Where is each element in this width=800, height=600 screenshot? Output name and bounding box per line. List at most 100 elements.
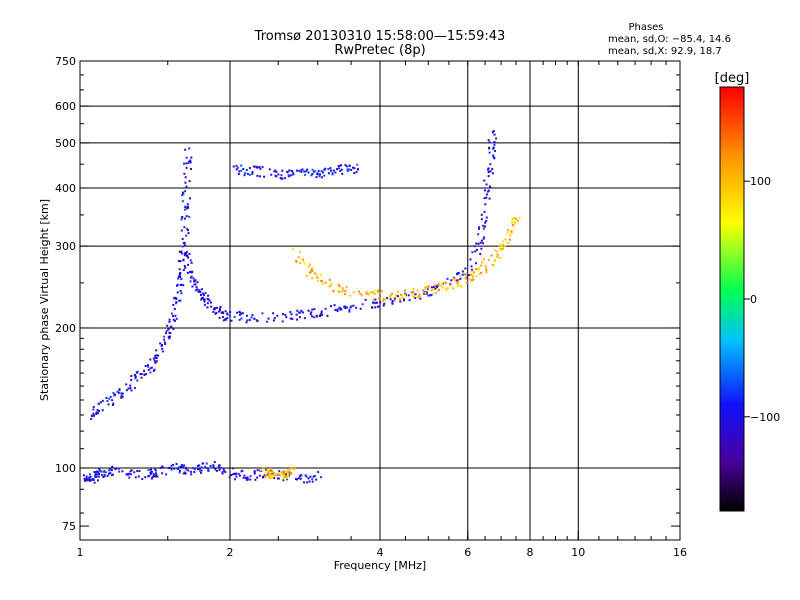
- scatter-point: [256, 469, 259, 472]
- scatter-point: [350, 168, 353, 171]
- scatter-point: [190, 261, 193, 264]
- y-tick-label: 100: [55, 462, 76, 475]
- scatter-point: [253, 472, 256, 475]
- scatter-point: [374, 289, 377, 292]
- scatter-point: [101, 399, 104, 402]
- scatter-point: [501, 243, 504, 246]
- scatter-point: [480, 218, 483, 221]
- scatter-point: [213, 461, 216, 464]
- scatter-point: [296, 318, 299, 321]
- scatter-point: [342, 289, 345, 292]
- scatter-point: [172, 328, 175, 331]
- scatter-point: [480, 261, 483, 264]
- scatter-point: [281, 177, 284, 180]
- axes: 1 2 4 6 8 10 16 75 100 200 300 400 500 600 750: [55, 55, 687, 559]
- scatter-point: [372, 298, 375, 301]
- scatter-point: [154, 467, 157, 470]
- scatter-point: [219, 466, 222, 469]
- scatter-point: [110, 474, 113, 477]
- scatter-point: [215, 469, 218, 472]
- scatter-point: [470, 265, 473, 268]
- scatter-point: [399, 300, 402, 303]
- scatter-point: [402, 298, 405, 301]
- scatter-point: [288, 472, 291, 475]
- scatter-point: [313, 475, 316, 478]
- x-tick-label: 10: [571, 546, 585, 559]
- scatter-point: [111, 473, 114, 476]
- scatter-point: [207, 298, 210, 301]
- scatter-point: [181, 237, 184, 240]
- scatter-point: [493, 258, 496, 261]
- scatter-point: [206, 306, 209, 309]
- scatter-point: [279, 176, 282, 179]
- scatter-point: [294, 478, 297, 481]
- scatter-point: [357, 290, 360, 293]
- scatter-point: [316, 276, 319, 279]
- scatter-point: [513, 220, 516, 223]
- scatter-point: [345, 306, 348, 309]
- scatter-point: [382, 304, 385, 307]
- scatter-point: [487, 189, 490, 192]
- scatter-point: [122, 392, 125, 395]
- scatter-point: [320, 313, 323, 316]
- scatter-point: [196, 288, 199, 291]
- scatter-point: [480, 272, 483, 275]
- scatter-point: [482, 227, 485, 230]
- scatter-point: [299, 474, 302, 477]
- scatter-point: [121, 395, 124, 398]
- scatter-point: [177, 466, 180, 469]
- scatter-point: [396, 295, 399, 298]
- scatter-point: [155, 473, 158, 476]
- scatter-point: [464, 277, 467, 280]
- scatter-point: [331, 172, 334, 175]
- scatter-point: [185, 468, 188, 471]
- scatter-point: [270, 476, 273, 479]
- scatter-point: [226, 317, 229, 320]
- scatter-point: [267, 470, 270, 473]
- scatter-point: [233, 315, 236, 318]
- scatter-point: [245, 314, 248, 317]
- scatter-point: [266, 469, 269, 472]
- scatter-point: [315, 273, 318, 276]
- scatter-point: [234, 473, 237, 476]
- scatter-point: [218, 307, 221, 310]
- scatter-point: [100, 470, 103, 473]
- scatter-point: [187, 206, 190, 209]
- scatter-point: [91, 478, 94, 481]
- scatter-point: [235, 475, 238, 478]
- scatter-point: [315, 315, 318, 318]
- scatter-point: [97, 475, 100, 478]
- scatter-point: [246, 476, 249, 479]
- scatter-point: [317, 470, 320, 473]
- scatter-point: [243, 174, 246, 177]
- scatter-point: [493, 143, 496, 146]
- scatter-point: [95, 411, 98, 414]
- scatter-point: [184, 190, 187, 193]
- scatter-point: [300, 309, 303, 312]
- scatter-point: [180, 283, 183, 286]
- scatter-point: [179, 271, 182, 274]
- scatter-point: [276, 477, 279, 480]
- scatter-point: [185, 207, 188, 210]
- scatter-point: [263, 175, 266, 178]
- scatter-point: [226, 312, 229, 315]
- scatter-point: [258, 474, 261, 477]
- scatter-point: [349, 294, 352, 297]
- scatter-point: [499, 249, 502, 252]
- scatter-point: [150, 468, 153, 471]
- scatter-point: [185, 251, 188, 254]
- scatter-point: [301, 311, 304, 314]
- scatter-point: [493, 149, 496, 152]
- scatter-point: [321, 171, 324, 174]
- scatter-point: [184, 208, 187, 211]
- scatter-point: [173, 296, 176, 299]
- scatter-point: [307, 265, 310, 268]
- scatter-point: [283, 177, 286, 180]
- scatter-point: [404, 292, 407, 295]
- scatter-point: [95, 475, 98, 478]
- scatter-point: [274, 169, 277, 172]
- scatter-point: [459, 277, 462, 280]
- scatter-point: [218, 464, 221, 467]
- scatter-point: [155, 360, 158, 363]
- scatter-point: [222, 319, 225, 322]
